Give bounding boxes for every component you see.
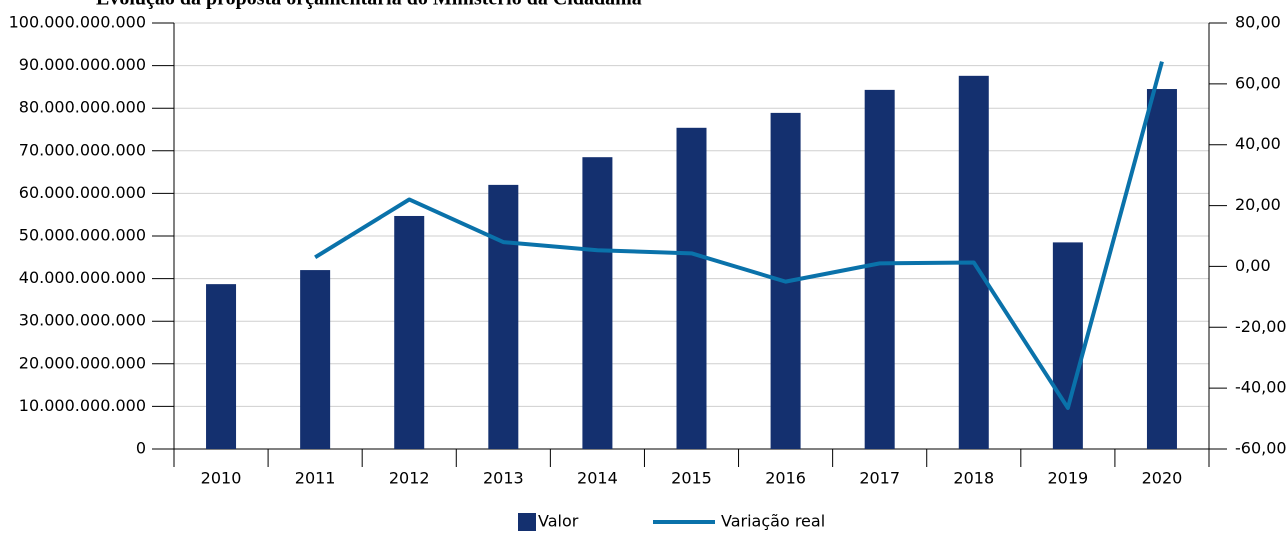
y-tick-label: 60.000.000.000 [19, 183, 146, 202]
y2-tick-label: 20,00 [1235, 195, 1281, 214]
y-tick-label: 10.000.000.000 [19, 396, 146, 415]
x-tick-label: 2019 [1048, 469, 1089, 488]
x-tick-label: 2018 [953, 469, 994, 488]
x-tick-label: 2016 [765, 469, 806, 488]
x-tick-label: 2012 [389, 469, 430, 488]
x-tick-label: 2014 [577, 469, 618, 488]
chart-title: Evolução da proposta orçamentária do Min… [96, 0, 642, 10]
y2-tick-label: -40,00 [1235, 378, 1287, 397]
y2-tick-label: 60,00 [1235, 73, 1281, 92]
bar [206, 284, 237, 449]
x-tick-label: 2013 [483, 469, 524, 488]
y-tick-label: 40.000.000.000 [19, 268, 146, 287]
bar [394, 215, 425, 449]
x-tick-label: 2010 [201, 469, 242, 488]
legend-swatch [518, 513, 536, 531]
bar [864, 89, 895, 449]
bar [1052, 242, 1083, 449]
bar [488, 184, 519, 449]
bar [300, 270, 331, 449]
bar [582, 157, 613, 449]
y-tick-label: 50.000.000.000 [19, 226, 146, 245]
y2-tick-label: -20,00 [1235, 317, 1287, 336]
y2-tick-label: 0,00 [1235, 256, 1271, 275]
x-tick-label: 2015 [671, 469, 712, 488]
y2-tick-label: -60,00 [1235, 439, 1287, 458]
y-tick-label: 100.000.000.000 [9, 13, 146, 32]
y-tick-label: 30.000.000.000 [19, 311, 146, 330]
y-tick-label: 0 [136, 439, 146, 458]
line [314, 61, 1164, 410]
bar [1146, 89, 1177, 449]
y-tick-label: 20.000.000.000 [19, 353, 146, 372]
bar [676, 127, 707, 450]
legend-label: Variação real [721, 512, 825, 531]
x-tick-label: 2011 [295, 469, 336, 488]
x-tick-label: 2017 [859, 469, 900, 488]
y2-tick-label: 80,00 [1235, 13, 1281, 32]
y-tick-label: 90.000.000.000 [19, 55, 146, 74]
y2-tick-label: 40,00 [1235, 134, 1281, 153]
x-tick-label: 2020 [1142, 469, 1183, 488]
legend-label: Valor [538, 512, 579, 531]
y-tick-label: 80.000.000.000 [19, 98, 146, 117]
y-tick-label: 70.000.000.000 [19, 140, 146, 159]
